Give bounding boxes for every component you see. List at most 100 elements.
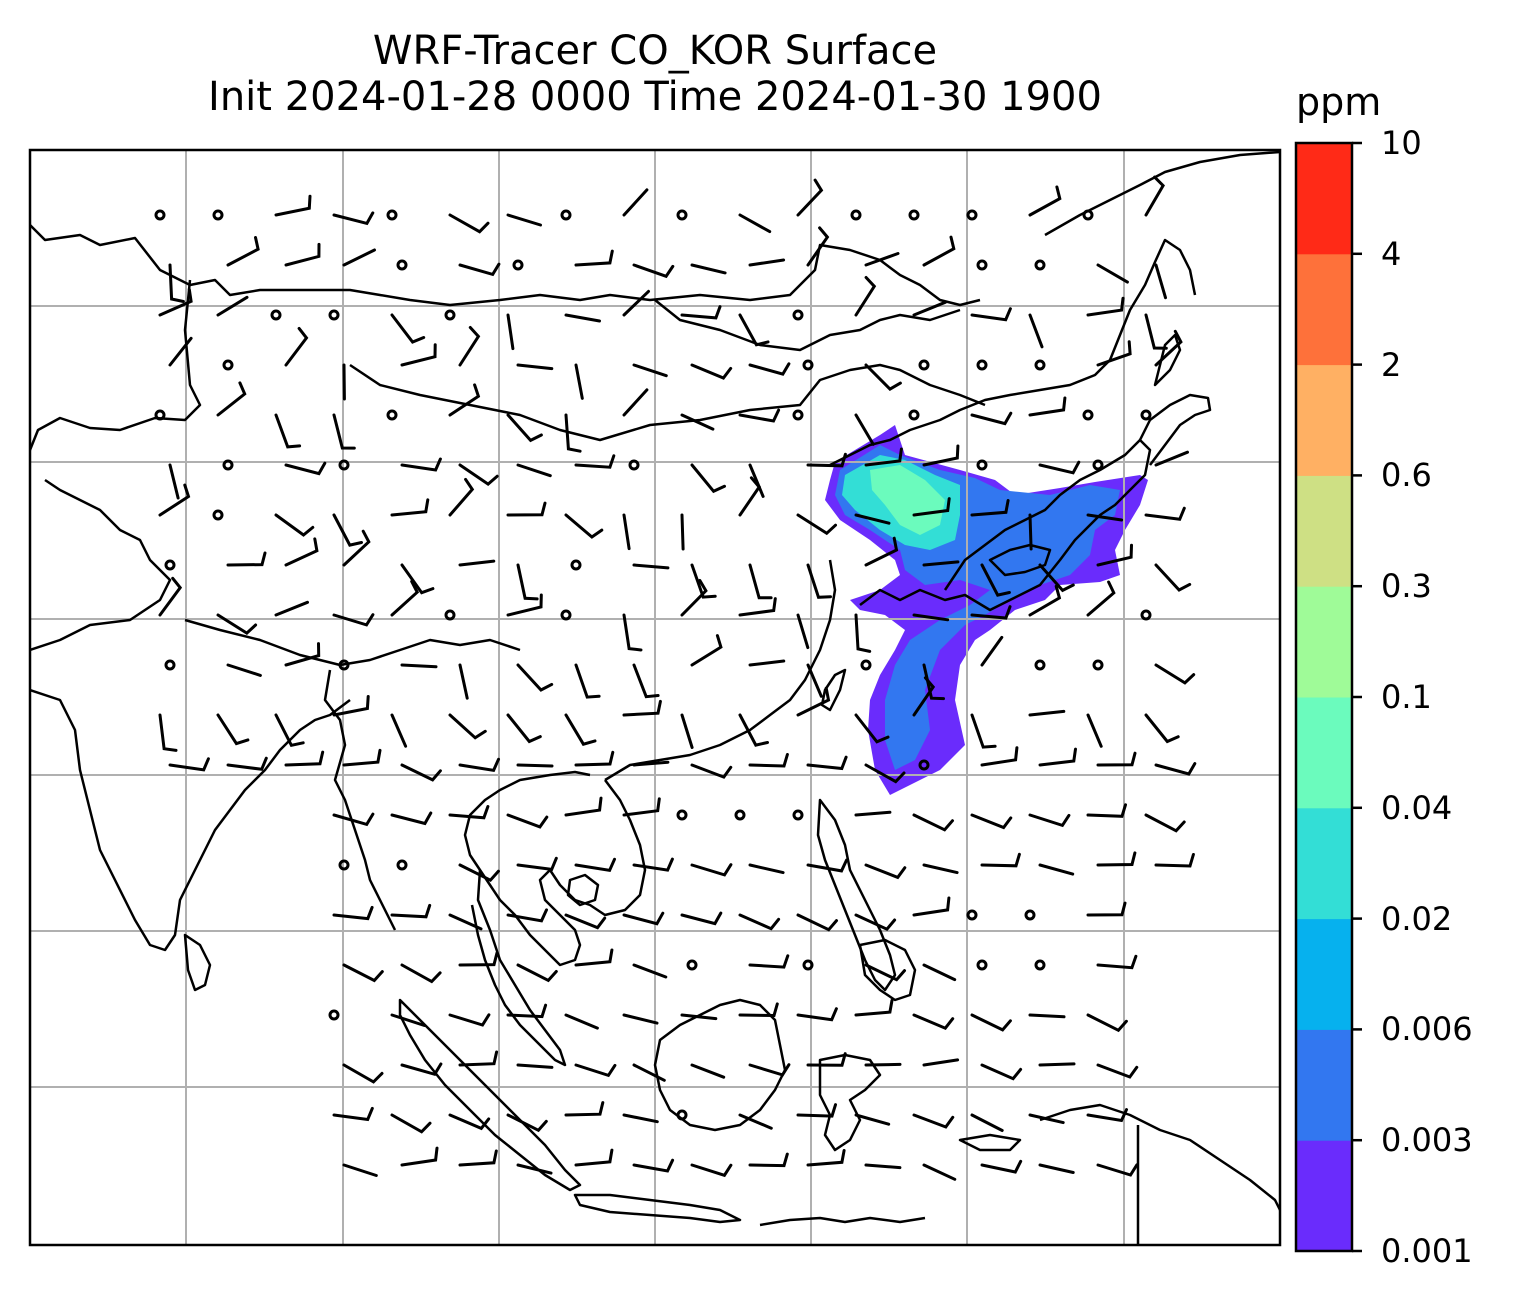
wind-barb — [564, 796, 603, 817]
wind-barb — [922, 663, 945, 701]
calm-marker — [1140, 609, 1152, 621]
wind-barb — [1096, 1163, 1139, 1177]
colorbar-segment — [1296, 143, 1352, 255]
wind-barb — [690, 763, 733, 779]
colorbar-segment — [1296, 475, 1352, 587]
coast-indochina — [463, 770, 647, 967]
calm-marker — [792, 809, 804, 821]
wind-barb — [806, 858, 849, 873]
calm-marker — [976, 959, 988, 971]
wind-barb — [922, 1058, 960, 1067]
wind-barb — [1086, 1013, 1128, 1033]
wind-barb — [390, 1013, 426, 1027]
wind-barb — [448, 913, 483, 931]
calm-marker — [1092, 459, 1104, 471]
wind-barb — [458, 326, 481, 367]
wind-barb — [854, 513, 891, 525]
wind-barb — [680, 413, 715, 431]
wind-barb — [516, 463, 552, 478]
wind-barb — [632, 663, 660, 699]
wind-barb — [516, 363, 554, 371]
calm-marker — [222, 359, 234, 371]
calm-wind-markers — [154, 209, 1152, 1121]
colorbar-tick-label: 0.02 — [1381, 899, 1453, 938]
colorbar-tick-label: 0.04 — [1381, 788, 1453, 827]
wind-barb — [632, 963, 668, 979]
calm-marker — [270, 309, 282, 321]
wind-barb — [574, 663, 601, 699]
wind-barb — [1086, 803, 1127, 818]
wind-barb — [1144, 713, 1180, 744]
calm-marker — [1034, 959, 1046, 971]
wind-barb — [854, 413, 875, 446]
coast-new-guinea — [1039, 1103, 1280, 1211]
wind-barb — [168, 463, 180, 500]
wind-barb — [516, 1063, 554, 1069]
wind-barb — [690, 263, 727, 275]
wind-barb — [864, 863, 907, 880]
wind-barb — [980, 1063, 1023, 1081]
wind-barb — [574, 750, 615, 767]
colorbar-unit-label: ppm — [1296, 80, 1382, 124]
wind-barb — [574, 857, 616, 872]
border-mongolia-north — [654, 299, 961, 352]
wind-barb — [1086, 1108, 1128, 1123]
wind-barb — [1144, 313, 1168, 350]
wind-barb — [912, 613, 950, 622]
colorbar-tick-label: 0.3 — [1381, 567, 1432, 606]
wind-barb — [400, 563, 435, 595]
wind-barb — [980, 563, 1011, 597]
wind-barb — [690, 863, 733, 877]
wind-barb — [806, 1052, 847, 1067]
wind-barb — [332, 211, 375, 226]
coast-malaya — [470, 869, 567, 1067]
wind-barb — [748, 1152, 789, 1168]
wind-barb — [516, 856, 558, 872]
calm-marker — [686, 959, 698, 971]
wind-barb — [622, 1013, 659, 1025]
colorbar-tick-label: 0.006 — [1381, 1010, 1473, 1049]
wind-barb — [622, 911, 665, 926]
wind-barb — [342, 1163, 378, 1177]
map-panel — [30, 150, 1280, 1245]
wind-barb — [158, 287, 193, 317]
wind-barb — [516, 763, 554, 768]
calm-marker — [734, 809, 746, 821]
wind-barb — [458, 663, 469, 700]
wind-barb — [1086, 513, 1124, 522]
wind-barb — [400, 663, 438, 669]
colorbar-tick-label: 0.1 — [1381, 678, 1432, 716]
wind-barb — [796, 513, 837, 536]
calm-marker — [976, 459, 988, 471]
wind-barb — [506, 813, 549, 829]
wind-barb — [1028, 185, 1062, 217]
wind-barb — [922, 1163, 957, 1181]
calm-marker — [676, 209, 688, 221]
wind-barb — [390, 713, 408, 748]
wind-barb — [448, 805, 490, 820]
colorbar-segment — [1296, 364, 1352, 476]
wind-barb — [284, 537, 319, 567]
calm-marker — [966, 209, 978, 221]
wind-barb — [458, 559, 496, 567]
wind-barb — [796, 1103, 837, 1118]
wind-barb — [342, 963, 384, 983]
wind-barb — [574, 1148, 614, 1167]
wind-barb — [680, 911, 723, 926]
wind-barb — [458, 863, 500, 883]
calm-marker — [1034, 359, 1046, 371]
wind-barb — [1096, 954, 1138, 970]
wind-barb — [506, 593, 543, 617]
wind-barb — [796, 1007, 838, 1022]
wind-barb — [574, 948, 614, 967]
coast-manchuria — [829, 238, 1197, 467]
wind-barb — [690, 634, 723, 667]
wind-barb — [400, 763, 442, 782]
wind-barb — [458, 951, 499, 967]
wind-barb — [448, 383, 481, 417]
wind-barb — [912, 896, 951, 917]
wind-barb — [564, 1101, 605, 1117]
wind-barb — [632, 263, 675, 279]
calm-marker — [212, 209, 224, 221]
